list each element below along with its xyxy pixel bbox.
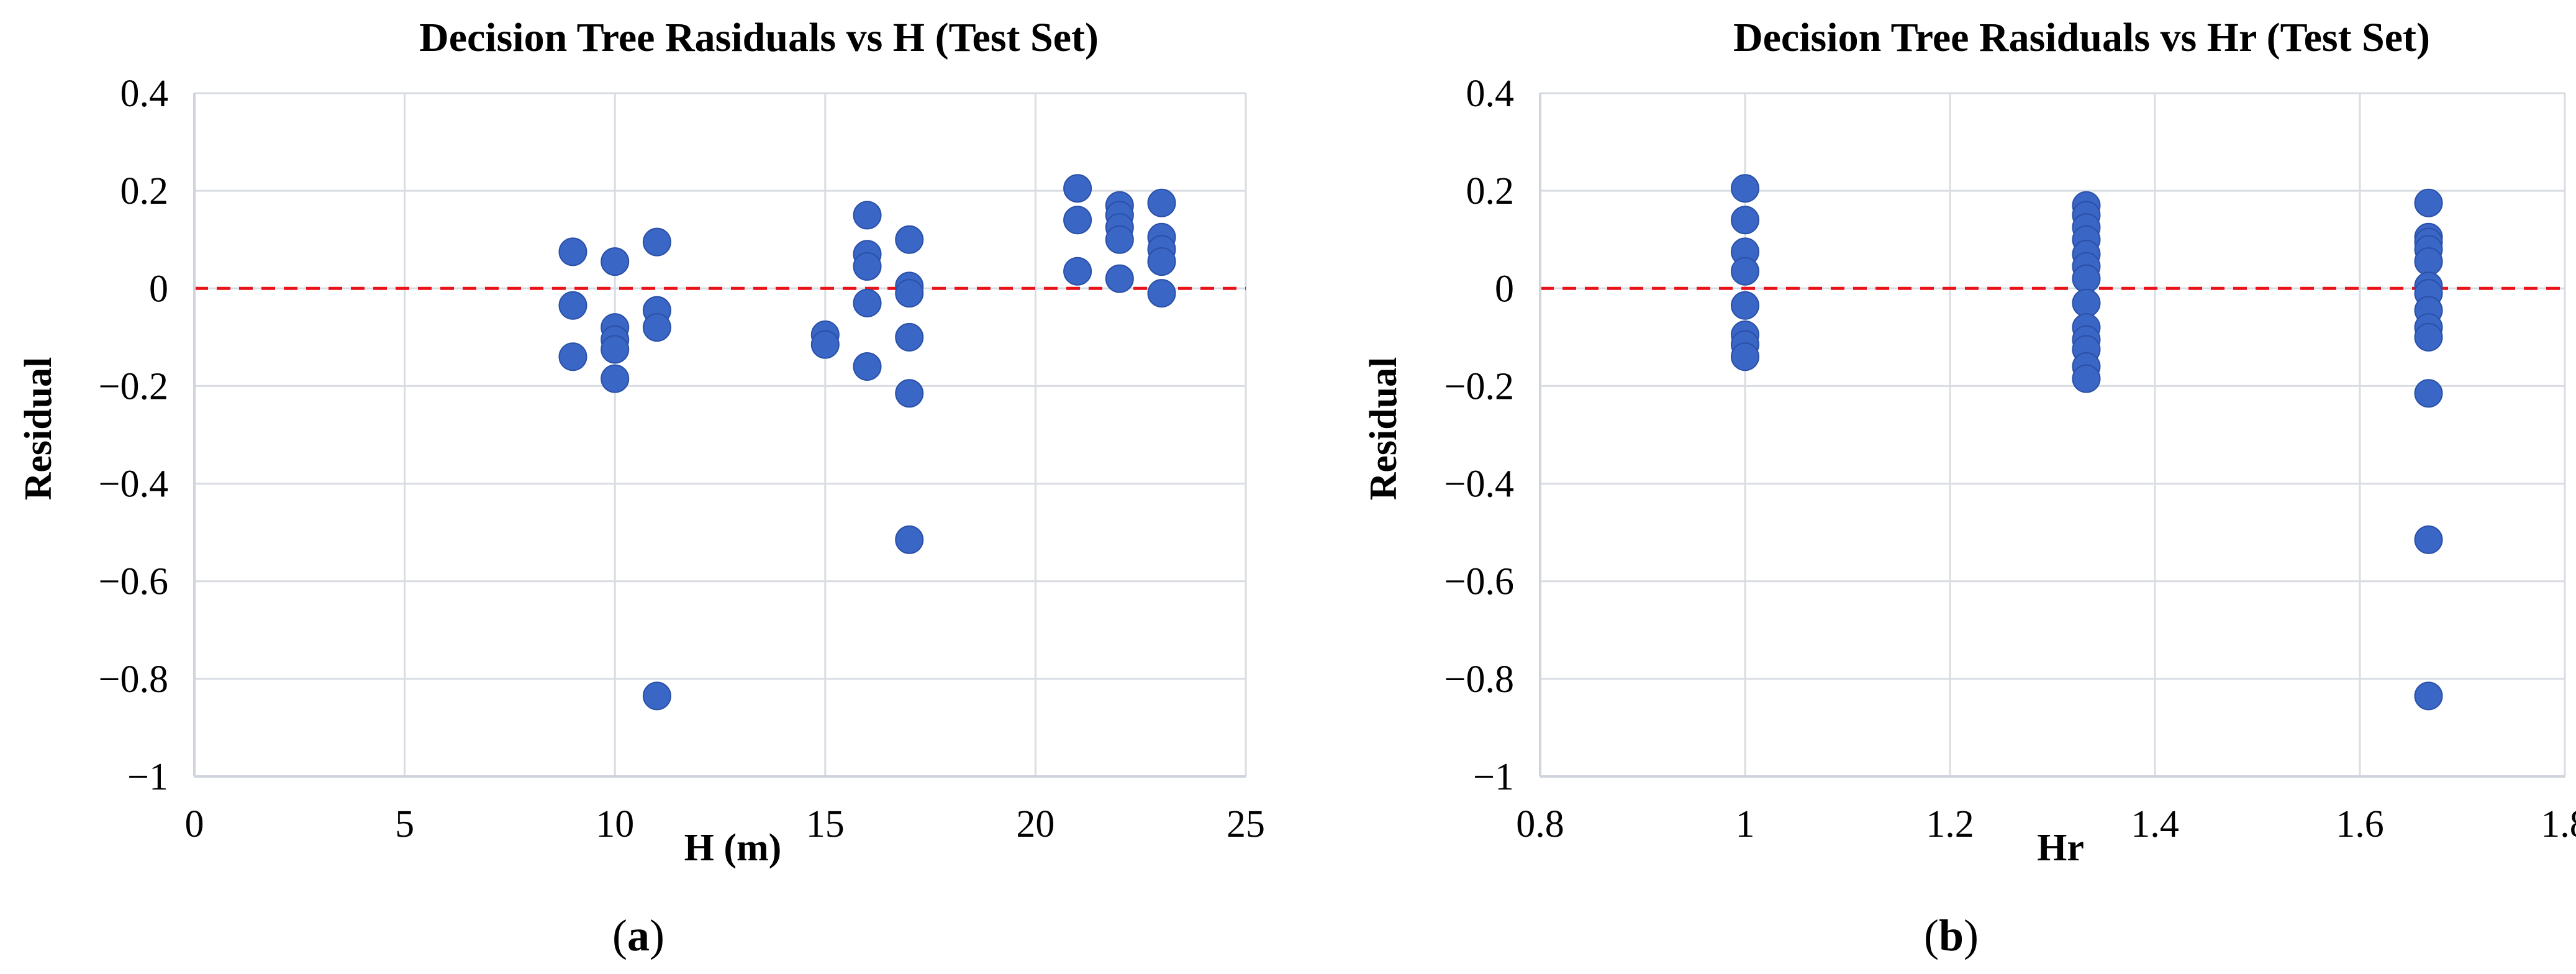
data-point [601, 247, 630, 276]
x-tick-label: 1.2 [1926, 803, 1974, 845]
y-tick-labels: 0.4 0.2 0 −0.2 −0.4 −0.6 −0.8 −1 [99, 73, 168, 798]
data-point [853, 201, 882, 230]
y-tick-label: 0 [149, 268, 168, 310]
x-tick-labels: 0.8 1 1.2 1.4 1.6 1.8 [1516, 803, 2576, 845]
data-point [2414, 188, 2443, 217]
y-tick-label: −0.6 [1444, 561, 1514, 603]
x-axis-label: Hr [2037, 827, 2084, 869]
data-point [2414, 247, 2443, 276]
y-tick-label: −0.2 [1444, 365, 1514, 407]
axes [193, 93, 1246, 778]
data-point [895, 225, 924, 254]
data-point [2414, 379, 2443, 408]
y-tick-label: −0.4 [1444, 463, 1514, 506]
data-point [1731, 342, 1759, 371]
y-tick-label: −1 [1473, 756, 1514, 798]
data-point [1731, 257, 1759, 286]
data-point [558, 342, 587, 371]
panel-label: (b) [1924, 911, 1979, 960]
data-point [810, 330, 840, 359]
data-point [2072, 364, 2101, 393]
data-point [1147, 247, 1176, 276]
x-tick-label: 1.6 [2336, 803, 2384, 845]
gridlines [194, 92, 1247, 776]
x-tick-label: 0 [185, 803, 204, 845]
x-tick-label: 5 [395, 803, 414, 845]
data-point [2072, 264, 2101, 293]
data-point [853, 352, 882, 381]
y-axis-label: Residual [1363, 357, 1405, 501]
data-point [2414, 322, 2443, 352]
chart-title: Decision Tree Rasiduals vs Hr (Test Set) [1733, 15, 2430, 60]
data-point [895, 525, 924, 554]
y-tick-label: −1 [127, 756, 168, 798]
x-tick-label: 10 [596, 803, 634, 845]
data-point [601, 364, 630, 393]
data-point [601, 335, 630, 364]
gridlines [1540, 92, 2566, 776]
x-tick-label: 25 [1227, 803, 1265, 845]
data-point [2414, 681, 2443, 711]
y-tick-label: 0.4 [120, 73, 169, 115]
y-tick-label: 0.2 [120, 170, 169, 212]
y-tick-label: −0.8 [99, 658, 168, 701]
data-point [1147, 279, 1176, 308]
data-point [1147, 188, 1176, 217]
data-point [1105, 225, 1134, 254]
x-tick-label: 15 [806, 803, 845, 845]
x-tick-label: 20 [1016, 803, 1054, 845]
data-point [1063, 257, 1092, 286]
data-point [642, 313, 671, 342]
data-point [895, 322, 924, 352]
y-tick-label: −0.2 [99, 365, 168, 407]
y-tick-label: −0.6 [99, 561, 168, 603]
data-point [1063, 206, 1092, 235]
data-point [558, 291, 587, 320]
y-tick-label: 0 [1495, 268, 1514, 310]
panel-label: (a) [612, 911, 664, 960]
data-point [1731, 206, 1759, 235]
x-axis-label: H (m) [684, 827, 782, 869]
axes [1539, 93, 2565, 778]
y-tick-label: −0.8 [1444, 658, 1514, 701]
panel-b-residuals-vs-hr: Decision Tree Rasiduals vs Hr (Test Set)… [1363, 15, 2576, 960]
x-tick-labels: 0 5 10 15 20 25 [185, 803, 1266, 845]
panel-label-letter: b [1939, 911, 1964, 960]
data-point [853, 288, 882, 317]
panel-a-residuals-vs-h: Decision Tree Rasiduals vs H (Test Set) … [17, 15, 1265, 960]
x-tick-label: 0.8 [1516, 803, 1564, 845]
data-point [2072, 288, 2101, 317]
data-point [895, 379, 924, 408]
data-points [1731, 174, 2443, 711]
y-tick-label: 0.4 [1466, 73, 1515, 115]
data-point [2414, 525, 2443, 554]
chart-title: Decision Tree Rasiduals vs H (Test Set) [419, 15, 1099, 60]
y-tick-labels: 0.4 0.2 0 −0.2 −0.4 −0.6 −0.8 −1 [1444, 73, 1514, 798]
data-point [1063, 174, 1092, 203]
data-point [895, 279, 924, 308]
data-point [853, 252, 882, 281]
data-point [642, 681, 671, 711]
data-point [558, 237, 587, 266]
y-tick-label: 0.2 [1466, 170, 1515, 212]
x-tick-label: 1.4 [2131, 803, 2179, 845]
y-tick-label: −0.4 [99, 463, 168, 506]
data-point [1731, 174, 1759, 203]
x-tick-label: 1 [1736, 803, 1755, 845]
data-point [642, 227, 671, 257]
y-axis-label: Residual [17, 357, 60, 501]
panel-label-letter: a [627, 911, 650, 960]
data-point [1731, 291, 1759, 320]
x-tick-label: 1.8 [2541, 803, 2576, 845]
data-point [1105, 264, 1134, 293]
data-points [558, 174, 1176, 711]
